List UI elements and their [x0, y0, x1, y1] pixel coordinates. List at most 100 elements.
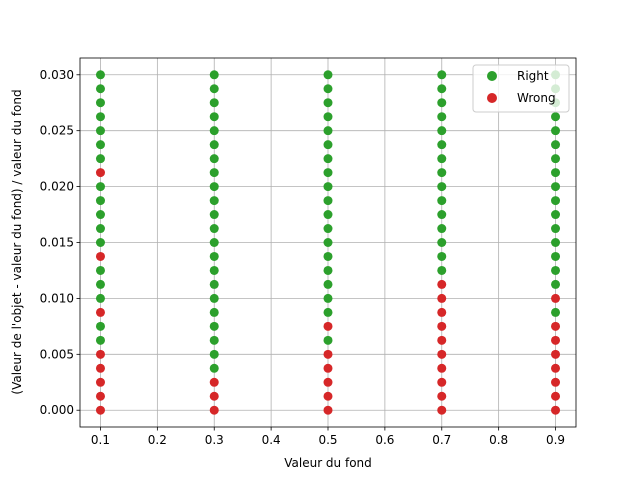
point-wrong [551, 405, 561, 415]
point-right [323, 126, 333, 136]
point-wrong [551, 391, 561, 401]
point-right [323, 84, 333, 94]
point-right [209, 265, 219, 275]
point-right [209, 70, 219, 80]
point-right [551, 140, 561, 150]
point-wrong [551, 335, 561, 345]
x-tick-label: 0.4 [262, 433, 281, 447]
point-wrong [551, 349, 561, 359]
point-right [209, 140, 219, 150]
point-right [95, 112, 105, 122]
y-tick-label: 0.010 [40, 291, 74, 305]
point-right [209, 321, 219, 331]
point-right [323, 265, 333, 275]
point-right [95, 126, 105, 136]
point-wrong [437, 321, 447, 331]
point-wrong [95, 363, 105, 373]
point-right [95, 238, 105, 247]
y-tick-label: 0.015 [40, 236, 74, 250]
point-right [551, 307, 561, 317]
point-right [551, 182, 561, 192]
y-tick-label: 0.005 [40, 347, 74, 361]
point-wrong [437, 293, 447, 303]
point-right [95, 140, 105, 150]
point-right [437, 98, 447, 108]
point-right [95, 265, 105, 275]
point-right [551, 168, 561, 178]
point-right [551, 251, 561, 261]
point-right [551, 112, 561, 122]
point-wrong [437, 279, 447, 289]
x-tick-label: 0.5 [318, 433, 337, 447]
point-right [323, 182, 333, 192]
y-tick-label: 0.020 [40, 180, 74, 194]
point-right [437, 238, 447, 247]
point-right [323, 335, 333, 345]
x-tick-label: 0.1 [91, 433, 110, 447]
point-right [323, 112, 333, 122]
point-right [551, 265, 561, 275]
point-right [95, 70, 105, 80]
point-right [551, 196, 561, 206]
point-wrong [323, 321, 333, 331]
point-right [551, 279, 561, 289]
point-wrong [95, 251, 105, 261]
point-right [437, 112, 447, 122]
point-wrong [209, 391, 219, 401]
y-tick-label: 0.025 [40, 124, 74, 138]
point-right [437, 224, 447, 234]
point-right [323, 70, 333, 80]
point-wrong [437, 405, 447, 415]
point-right [551, 126, 561, 136]
point-wrong [437, 391, 447, 401]
point-right [551, 210, 561, 220]
legend-label-wrong: Wrong [517, 91, 556, 105]
point-right [95, 196, 105, 206]
x-tick-label: 0.6 [375, 433, 394, 447]
point-right [95, 84, 105, 94]
point-wrong [437, 335, 447, 345]
point-right [437, 265, 447, 275]
point-right [209, 168, 219, 178]
point-wrong [323, 349, 333, 359]
point-wrong [95, 168, 105, 178]
x-tick-label: 0.2 [148, 433, 167, 447]
point-right [209, 293, 219, 303]
point-right [323, 238, 333, 247]
point-right [95, 293, 105, 303]
point-wrong [437, 377, 447, 387]
point-right [323, 279, 333, 289]
point-right [95, 279, 105, 289]
point-wrong [95, 349, 105, 359]
point-right [551, 224, 561, 234]
y-tick-label: 0.030 [40, 68, 74, 82]
point-right [437, 182, 447, 192]
point-right [437, 251, 447, 261]
point-right [209, 112, 219, 122]
point-wrong [437, 307, 447, 317]
point-right [437, 210, 447, 220]
point-wrong [209, 405, 219, 415]
x-axis-label: Valeur du fond [284, 456, 372, 470]
x-tick-label: 0.3 [205, 433, 224, 447]
point-right [323, 196, 333, 206]
point-right [323, 293, 333, 303]
point-right [95, 154, 105, 164]
x-axis-ticks: 0.1 0.2 0.3 0.4 0.5 0.6 0.7 0.8 0.9 [91, 427, 565, 447]
point-right [209, 84, 219, 94]
x-tick-label: 0.9 [546, 433, 565, 447]
point-right [95, 182, 105, 192]
point-wrong [323, 405, 333, 415]
point-right [209, 126, 219, 136]
point-right [209, 349, 219, 359]
point-wrong [437, 363, 447, 373]
point-right [95, 335, 105, 345]
y-axis-ticks: 0.000 0.005 0.010 0.015 0.020 0.025 0.030 [40, 68, 80, 417]
point-wrong [551, 321, 561, 331]
point-wrong [95, 405, 105, 415]
point-wrong [323, 391, 333, 401]
point-right [209, 307, 219, 317]
point-right [437, 70, 447, 80]
point-right [209, 363, 219, 373]
point-wrong [209, 377, 219, 387]
